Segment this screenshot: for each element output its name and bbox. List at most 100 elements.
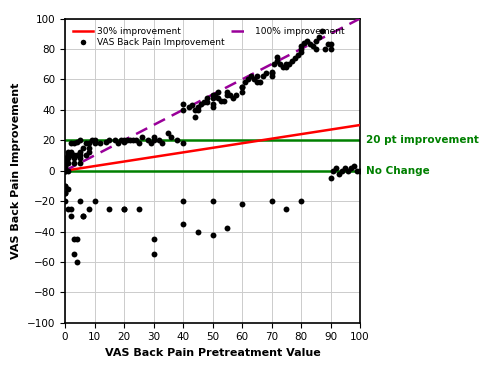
Point	[70, 140, 78, 146]
Point	[73, 236, 81, 242]
Point	[280, 64, 287, 70]
Point	[297, 49, 305, 55]
Point	[70, 236, 78, 242]
Point	[226, 92, 234, 98]
Point	[76, 150, 84, 155]
Point	[61, 165, 69, 171]
Point	[179, 107, 187, 113]
Point	[129, 137, 137, 143]
Point	[73, 259, 81, 265]
Point	[309, 43, 317, 49]
Point	[61, 155, 69, 161]
Point	[132, 137, 140, 143]
Point	[258, 73, 266, 79]
Point	[212, 92, 220, 98]
Point	[61, 191, 69, 197]
Point	[64, 152, 72, 158]
Point	[158, 140, 166, 146]
Point	[84, 206, 92, 211]
Point	[64, 150, 72, 155]
Point	[120, 137, 128, 143]
Point	[282, 64, 290, 70]
Point	[326, 46, 334, 52]
Point	[67, 152, 75, 158]
Point	[268, 198, 276, 204]
Point	[78, 213, 86, 219]
Point	[250, 76, 258, 82]
Point	[67, 206, 75, 211]
Point	[270, 61, 278, 67]
Point	[288, 58, 296, 64]
Point	[96, 140, 104, 146]
Point	[90, 137, 98, 143]
Point	[229, 95, 237, 101]
Point	[135, 206, 143, 211]
Point	[61, 168, 69, 174]
Point	[241, 79, 249, 85]
Point	[314, 34, 322, 40]
Point	[78, 145, 86, 151]
Point	[64, 168, 72, 174]
Point	[61, 163, 69, 169]
Point	[76, 160, 84, 166]
Point	[324, 42, 332, 47]
Point	[126, 137, 134, 143]
Point	[70, 155, 78, 161]
Point	[218, 98, 226, 104]
Point	[120, 206, 128, 211]
Point	[268, 70, 276, 76]
Point	[105, 137, 113, 143]
Point	[76, 152, 84, 158]
Point	[70, 160, 78, 166]
Point	[150, 252, 158, 257]
Point	[223, 92, 231, 98]
Point	[294, 52, 302, 58]
Point	[70, 252, 78, 257]
Point	[73, 152, 81, 158]
Point	[274, 54, 281, 60]
Point	[208, 92, 216, 98]
Point	[196, 101, 204, 107]
Point	[120, 206, 128, 211]
Point	[336, 171, 344, 177]
Point	[64, 160, 72, 166]
Point	[70, 152, 78, 158]
Text: 20 pt improvement: 20 pt improvement	[366, 135, 479, 145]
Point	[64, 155, 72, 161]
Point	[238, 84, 246, 90]
Point	[208, 95, 216, 101]
Point	[214, 95, 222, 101]
Point	[300, 40, 308, 46]
Point	[306, 42, 314, 47]
Point	[268, 69, 276, 75]
Point	[117, 137, 125, 143]
Point	[326, 175, 334, 181]
Point	[332, 165, 340, 171]
Point	[114, 140, 122, 146]
Point	[353, 168, 361, 174]
Point	[312, 39, 320, 45]
Point	[297, 43, 305, 49]
Point	[338, 168, 346, 174]
Point	[252, 73, 261, 79]
Point	[247, 73, 255, 79]
Point	[73, 139, 81, 145]
Point	[347, 165, 355, 171]
Point	[297, 198, 305, 204]
Point	[191, 115, 199, 121]
Point	[244, 76, 252, 82]
Point	[146, 140, 154, 146]
Point	[238, 201, 246, 207]
Point	[61, 168, 69, 174]
Point	[179, 140, 187, 146]
Point	[82, 152, 90, 158]
Point	[179, 198, 187, 204]
X-axis label: VAS Back Pain Pretreatment Value: VAS Back Pain Pretreatment Value	[104, 348, 320, 358]
Point	[102, 139, 110, 145]
Point	[61, 162, 69, 168]
Point	[61, 183, 69, 189]
Point	[76, 155, 84, 161]
Point	[61, 168, 69, 174]
Point	[194, 229, 202, 234]
Point	[223, 226, 231, 232]
